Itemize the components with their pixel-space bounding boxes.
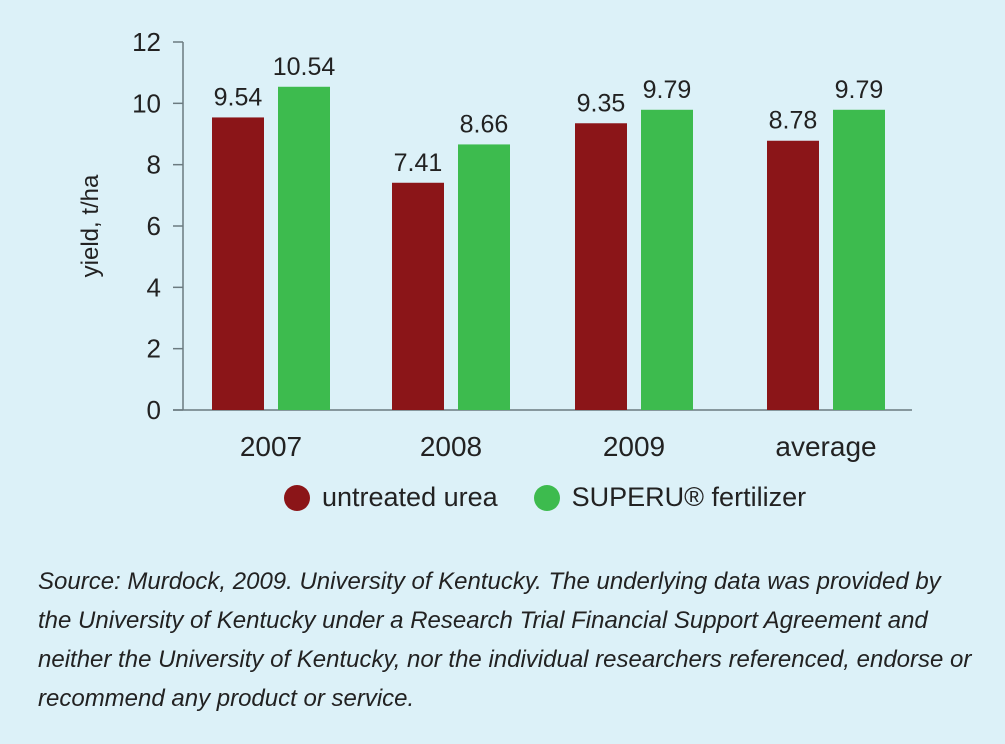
bar xyxy=(278,86,330,411)
x-category-label: 2009 xyxy=(603,431,665,462)
bar xyxy=(392,182,444,410)
bar-value-label: 9.79 xyxy=(835,76,884,104)
bar-value-label: 9.35 xyxy=(577,89,626,117)
bar-value-label: 9.54 xyxy=(214,83,263,111)
y-tick-label: 6 xyxy=(147,211,161,241)
bar-value-label: 8.66 xyxy=(460,110,509,138)
legend-swatch-green xyxy=(533,484,560,511)
legend-item-superu: SUPERU® fertilizer xyxy=(533,482,807,513)
bar xyxy=(212,117,264,410)
y-tick-label: 0 xyxy=(147,395,161,425)
y-tick-label: 2 xyxy=(147,334,161,364)
source-note: Source: Murdock, 2009. University of Ken… xyxy=(38,568,972,712)
legend-label-untreated-urea: untreated urea xyxy=(322,482,498,512)
y-tick-label: 12 xyxy=(132,27,161,57)
y-axis-label: yield, t/ha xyxy=(77,174,104,277)
bar xyxy=(458,144,510,410)
bar xyxy=(575,123,627,411)
x-category-label: average xyxy=(775,431,876,462)
y-tick-label: 10 xyxy=(132,88,161,118)
bar xyxy=(767,140,819,410)
legend-item-untreated-urea: untreated urea xyxy=(284,482,498,513)
bar-chart: 0 2 4 6 8 10 12 yield, t/ha 2007 9.54 10.54 2008 7.4… xyxy=(77,27,912,462)
chart-svg: 0 2 4 6 8 10 12 yield, t/ha 2007 9.54 10.54 2008 7.4… xyxy=(77,27,912,462)
bar-value-label: 10.54 xyxy=(273,53,336,81)
legend-swatch-red xyxy=(284,484,310,511)
x-category-label: 2008 xyxy=(420,431,482,462)
bar xyxy=(833,109,885,411)
bar-value-label: 8.78 xyxy=(769,107,818,135)
y-tick-label: 8 xyxy=(147,150,161,180)
bar xyxy=(641,109,693,411)
y-tick-label: 4 xyxy=(147,272,161,302)
x-category-label: 2007 xyxy=(240,431,302,462)
bar-value-label: 9.79 xyxy=(643,76,692,104)
legend-label-superu: SUPERU® fertilizer xyxy=(571,482,807,512)
legend: untreated urea SUPERU® fertilizer xyxy=(284,482,842,513)
bar-value-label: 7.41 xyxy=(394,149,443,177)
